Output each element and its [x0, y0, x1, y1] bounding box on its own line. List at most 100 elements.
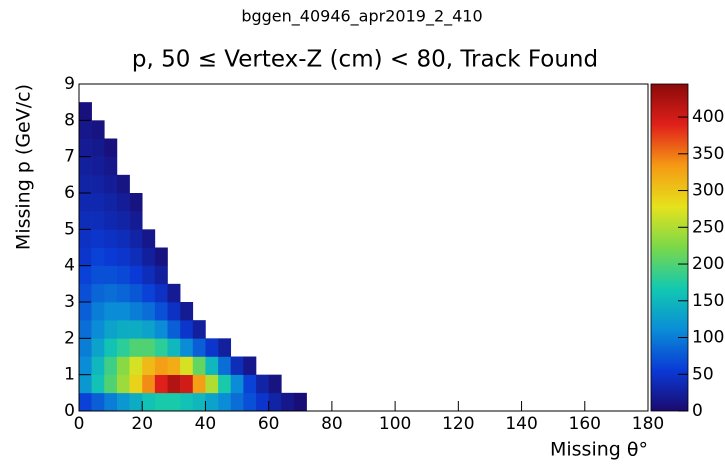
heatmap-cell	[231, 139, 244, 157]
heatmap-cell	[281, 266, 294, 284]
heatmap-cell	[269, 266, 282, 284]
heatmap-cell	[116, 302, 130, 321]
heatmap-cell	[167, 392, 181, 412]
heatmap-cell	[269, 248, 282, 266]
heatmap-cell	[167, 302, 181, 321]
heatmap-cell	[268, 374, 282, 394]
heatmap-cell	[168, 120, 181, 138]
heatmap-cell	[116, 193, 130, 212]
heatmap-cell	[243, 356, 257, 375]
heatmap-cell	[79, 283, 92, 303]
y-tick-label: 6	[64, 183, 75, 203]
heatmap-cell	[218, 120, 231, 138]
heatmap-cell	[168, 193, 181, 211]
x-tick-label: 140	[505, 414, 537, 434]
heatmap-cell	[142, 139, 155, 157]
heatmap-cell	[231, 211, 244, 229]
heatmap-cell	[205, 320, 218, 338]
heatmap-cell	[218, 356, 232, 375]
heatmap-cell	[129, 392, 143, 412]
heatmap-cell	[243, 248, 256, 266]
heatmap-cell	[129, 302, 143, 321]
heatmap-cell	[142, 283, 156, 303]
heatmap-cell	[205, 157, 218, 175]
heatmap-cell	[294, 375, 307, 393]
heatmap-cell	[193, 120, 206, 138]
heatmap-cell	[129, 338, 143, 357]
heatmap-cell	[155, 157, 168, 175]
heatmap-cell	[130, 84, 143, 102]
heatmap-cell	[180, 284, 193, 302]
heatmap-cell	[256, 102, 269, 120]
heatmap-cell	[92, 102, 105, 120]
heatmap-cell	[180, 157, 193, 175]
heatmap-cell	[205, 338, 219, 357]
heatmap-cell	[155, 211, 168, 229]
heatmap-cell	[79, 102, 92, 121]
heatmap-cell	[180, 102, 193, 120]
heatmap-cell	[91, 174, 105, 194]
heatmap-cell	[142, 320, 156, 339]
heatmap-cell	[104, 320, 118, 339]
heatmap-cell	[205, 229, 218, 247]
heatmap-cell	[243, 229, 256, 247]
heatmap-cell	[142, 374, 156, 394]
heatmap-cell	[155, 175, 168, 193]
heatmap-cell	[180, 84, 193, 102]
heatmap-cell	[168, 102, 181, 120]
heatmap-cell	[294, 266, 307, 284]
heatmap-cell	[281, 157, 294, 175]
heatmap-cell	[218, 338, 232, 357]
heatmap-cell	[218, 84, 231, 102]
heatmap-cell	[116, 229, 130, 248]
heatmap-cell	[243, 266, 256, 284]
heatmap-cell	[218, 102, 231, 120]
heatmap-cell	[269, 157, 282, 175]
x-axis-label: Missing θ°	[550, 439, 648, 461]
heatmap-cell	[243, 102, 256, 120]
heatmap-cell	[130, 139, 143, 157]
heatmap-cell	[104, 102, 117, 120]
heatmap-cell	[180, 356, 194, 375]
heatmap-cell	[193, 157, 206, 175]
heatmap-cell	[294, 157, 307, 175]
y-tick-label: 7	[64, 147, 75, 167]
heatmap-cell	[205, 102, 218, 120]
heatmap-cell	[168, 175, 181, 193]
x-tick-label: 20	[131, 414, 153, 434]
heatmap-cell	[294, 284, 307, 302]
heatmap-cell	[256, 392, 269, 412]
heatmap-cell	[205, 120, 218, 138]
heatmap-cell	[218, 302, 231, 320]
heatmap-cell	[129, 229, 143, 248]
heatmap-cell	[294, 120, 307, 138]
heatmap-cell	[79, 338, 92, 357]
heatmap-cell	[294, 229, 307, 247]
heatmap-cell	[180, 139, 193, 157]
heatmap-cell	[205, 139, 218, 157]
heatmap-cell	[142, 120, 155, 138]
y-tick-label: 3	[64, 292, 75, 312]
heatmap-cell	[104, 193, 118, 212]
heatmap-cell	[180, 392, 194, 412]
heatmap-cell	[231, 302, 244, 320]
heatmap-cell	[142, 229, 156, 248]
y-tick-label: 1	[64, 365, 75, 385]
heatmap-cell	[104, 374, 118, 394]
heatmap-cell	[91, 211, 105, 230]
heatmap-cell	[269, 102, 282, 120]
colorbar-tick-label: 400	[692, 107, 724, 127]
heatmap-cell	[256, 284, 269, 302]
heatmap-cell	[129, 193, 143, 212]
heatmap-cell	[269, 193, 282, 211]
heatmap-cell	[230, 392, 244, 412]
heatmap-cell	[129, 320, 143, 339]
heatmap-cell	[91, 247, 105, 266]
heatmap-cell	[269, 284, 282, 302]
heatmap-cell	[269, 84, 282, 102]
heatmap-cell	[116, 320, 130, 339]
heatmap-cell	[180, 248, 193, 266]
x-tick-label: 40	[195, 414, 217, 434]
heatmap-cell	[281, 84, 294, 102]
